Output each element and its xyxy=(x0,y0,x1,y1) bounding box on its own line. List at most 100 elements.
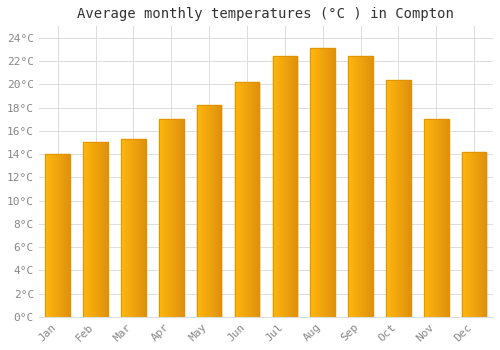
Bar xyxy=(434,119,435,317)
Bar xyxy=(482,152,484,317)
Bar xyxy=(311,48,312,317)
Bar xyxy=(48,154,49,317)
Bar xyxy=(371,56,372,317)
Bar xyxy=(236,82,237,317)
Bar xyxy=(144,139,145,317)
Bar xyxy=(169,119,170,317)
Bar xyxy=(220,105,221,317)
Bar xyxy=(468,152,469,317)
Bar xyxy=(388,80,389,317)
Bar xyxy=(66,154,67,317)
Bar xyxy=(244,82,245,317)
Bar xyxy=(211,105,212,317)
Bar xyxy=(46,154,48,317)
Bar xyxy=(332,48,333,317)
Bar xyxy=(214,105,216,317)
Bar xyxy=(406,80,407,317)
Bar xyxy=(56,154,57,317)
Bar xyxy=(405,80,406,317)
Bar xyxy=(361,56,362,317)
Bar xyxy=(250,82,252,317)
Bar xyxy=(372,56,373,317)
Bar xyxy=(126,139,128,317)
Bar xyxy=(132,139,133,317)
Bar xyxy=(52,154,53,317)
Bar xyxy=(324,48,325,317)
Bar xyxy=(288,56,289,317)
Bar xyxy=(469,152,470,317)
Bar xyxy=(400,80,401,317)
Bar xyxy=(182,119,183,317)
Bar xyxy=(102,142,103,317)
Bar xyxy=(128,139,129,317)
Bar xyxy=(444,119,445,317)
Bar xyxy=(397,80,398,317)
Bar xyxy=(176,119,177,317)
Bar xyxy=(239,82,240,317)
Bar xyxy=(272,56,297,317)
Bar xyxy=(161,119,162,317)
Bar xyxy=(121,139,122,317)
Bar xyxy=(437,119,438,317)
Bar xyxy=(204,105,205,317)
Bar xyxy=(221,105,222,317)
Bar xyxy=(94,142,95,317)
Bar xyxy=(216,105,217,317)
Bar xyxy=(197,105,198,317)
Bar xyxy=(322,48,324,317)
Bar xyxy=(363,56,364,317)
Bar xyxy=(424,119,448,317)
Bar xyxy=(369,56,370,317)
Bar xyxy=(426,119,427,317)
Bar xyxy=(433,119,434,317)
Bar xyxy=(472,152,473,317)
Bar xyxy=(209,105,210,317)
Bar xyxy=(234,82,260,317)
Bar xyxy=(238,82,239,317)
Bar xyxy=(160,119,161,317)
Bar xyxy=(481,152,482,317)
Bar xyxy=(280,56,281,317)
Bar xyxy=(442,119,443,317)
Bar xyxy=(213,105,214,317)
Bar xyxy=(274,56,275,317)
Bar xyxy=(130,139,131,317)
Bar xyxy=(277,56,278,317)
Bar xyxy=(93,142,94,317)
Bar xyxy=(390,80,391,317)
Bar xyxy=(85,142,86,317)
Bar xyxy=(471,152,472,317)
Bar xyxy=(479,152,480,317)
Bar xyxy=(446,119,448,317)
Bar xyxy=(141,139,142,317)
Bar xyxy=(386,80,410,317)
Bar xyxy=(181,119,182,317)
Bar xyxy=(333,48,334,317)
Bar xyxy=(438,119,440,317)
Bar xyxy=(246,82,247,317)
Bar xyxy=(140,139,141,317)
Bar xyxy=(105,142,106,317)
Bar xyxy=(62,154,64,317)
Bar xyxy=(68,154,69,317)
Bar xyxy=(352,56,353,317)
Bar xyxy=(172,119,173,317)
Bar xyxy=(131,139,132,317)
Bar xyxy=(272,56,273,317)
Bar xyxy=(473,152,474,317)
Bar xyxy=(95,142,96,317)
Bar xyxy=(320,48,321,317)
Bar xyxy=(393,80,394,317)
Bar xyxy=(197,105,222,317)
Bar xyxy=(234,82,236,317)
Bar xyxy=(349,56,350,317)
Bar xyxy=(202,105,203,317)
Bar xyxy=(425,119,426,317)
Bar xyxy=(466,152,468,317)
Bar xyxy=(428,119,429,317)
Bar xyxy=(245,82,246,317)
Bar xyxy=(480,152,481,317)
Bar xyxy=(255,82,256,317)
Bar xyxy=(445,119,446,317)
Bar xyxy=(253,82,254,317)
